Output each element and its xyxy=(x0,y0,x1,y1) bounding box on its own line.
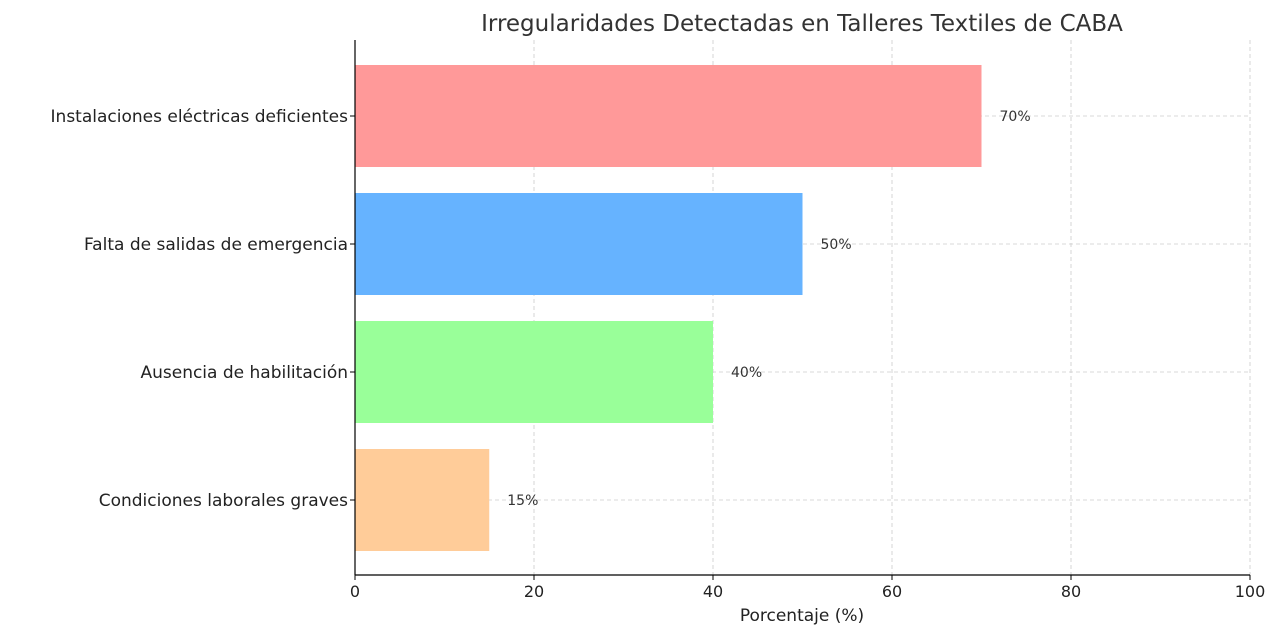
bar xyxy=(355,193,803,295)
data-label: 70% xyxy=(1000,109,1031,125)
y-tick-labels: Instalaciones eléctricas deficientes Falt… xyxy=(51,107,355,511)
bar xyxy=(355,449,490,551)
x-tick-label: 20 xyxy=(524,582,544,601)
y-tick-label: Instalaciones eléctricas deficientes xyxy=(51,107,349,127)
x-tick-label: 100 xyxy=(1235,582,1266,601)
x-tick-label: 40 xyxy=(703,582,723,601)
chart-title: Irregularidades Detectadas en Talleres T… xyxy=(481,11,1123,37)
bars: 70% 50% 40% 15% xyxy=(355,65,1031,551)
y-tick-label: Ausencia de habilitación xyxy=(140,363,348,383)
x-tick-label: 80 xyxy=(1061,582,1081,601)
data-label: 40% xyxy=(731,365,762,381)
bar xyxy=(355,321,713,423)
y-tick-label: Falta de salidas de emergencia xyxy=(84,235,348,255)
bar xyxy=(355,65,982,167)
data-label: 15% xyxy=(507,493,538,509)
x-axis-label: Porcentaje (%) xyxy=(740,606,864,626)
y-tick-label: Condiciones laborales graves xyxy=(99,491,348,511)
x-ticks: 0 20 40 60 80 100 xyxy=(350,575,1265,601)
x-tick-label: 0 xyxy=(350,582,360,601)
data-label: 50% xyxy=(821,237,852,253)
x-tick-label: 60 xyxy=(882,582,902,601)
